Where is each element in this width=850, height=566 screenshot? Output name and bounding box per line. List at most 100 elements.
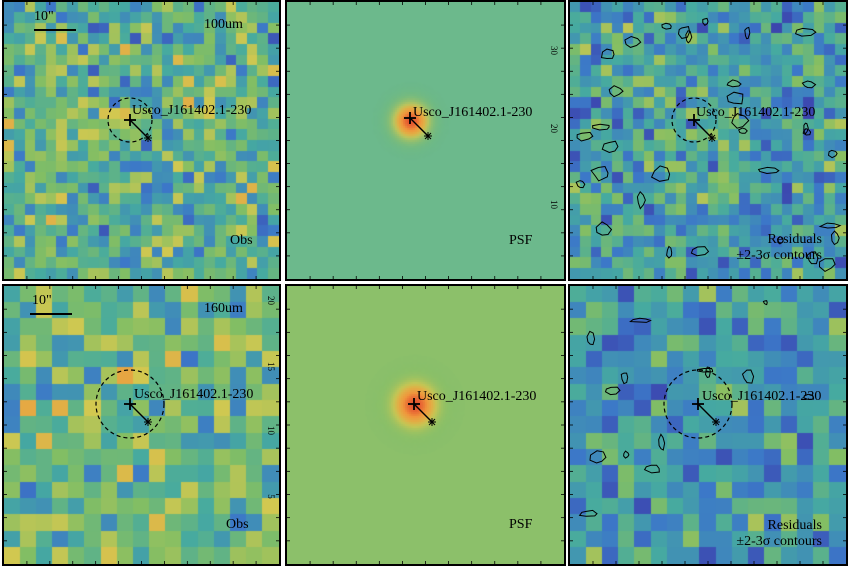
residual-contour [827,149,838,159]
source-name-label: Usco_J161402.1-230 [696,105,816,120]
obs-map-160um [4,286,279,564]
obs-label: Obs [230,233,253,248]
scale-bar-label: 10" [32,293,52,308]
residual-contour [601,140,619,154]
band-label-100um: 100um [204,17,243,32]
star-marker [712,418,720,426]
residual-contour [600,48,615,60]
residual-contour [704,366,711,379]
residual-contour [604,386,621,396]
residual-overlay-160um [570,286,846,564]
residual-panel-160um: Usco_J161402.1-230 Residuals ±2-3σ conto… [568,284,848,566]
residual-contour [803,393,815,400]
star-marker [428,418,436,426]
residual-contour [818,258,836,273]
residual-contour [658,433,666,451]
residual-contour [818,222,842,229]
residual-contour [741,369,755,384]
residual-contour [623,450,630,459]
psf-panel-160um: Usco_J161402.1-230 PSF [285,284,566,566]
star-marker [424,132,432,140]
residual-contour [690,246,710,257]
source-name-label: Usco_J161402.1-230 [134,387,254,402]
star-marker [144,418,152,426]
psf-map-160um [287,286,564,564]
aperture-circle [107,97,153,143]
psf-label: PSF [509,233,533,248]
residual-contour [776,235,784,245]
residual-contour [629,317,652,323]
residual-contour [794,27,817,37]
aperture-circle [95,369,165,439]
residual-contour [726,79,742,88]
obs-overlay-100um [4,2,279,279]
source-name-label: Usco_J161402.1-230 [417,389,537,404]
residual-contour [592,123,610,131]
residual-contour [803,122,809,136]
psf-overlay-160um [287,286,564,564]
star-marker [708,134,716,142]
psf-overlay-100um [287,2,564,279]
residual-contour [636,190,646,210]
star-marker [144,134,152,142]
residual-contour [589,450,607,464]
axis-tick-label: 20 [266,296,276,305]
residual-label-line1: Residuals [767,232,822,247]
residual-contour [624,35,642,48]
axis-tick-label: 10 [549,200,559,209]
residual-contour [762,300,768,306]
residual-panel-100um: Usco_J161402.1-230 Residuals ±2-3σ conto… [568,0,848,281]
axis-tick-label: 5 [265,494,276,499]
residual-contour [757,166,780,175]
residual-overlay-100um [570,2,846,279]
residual-contour [726,91,744,105]
residual-contour [702,17,709,26]
residual-contour [578,509,598,517]
residual-contour [744,26,751,40]
obs-panel-160um: 10" 160um Usco_J161402.1-230 Obs 20 15 1… [2,284,281,566]
residual-contour [595,221,613,236]
residual-contour [666,245,673,259]
residual-map-100um [570,2,846,279]
aperture-circle [671,97,717,143]
residual-contour [576,131,594,142]
residual-contour [801,80,817,89]
residual-contour [590,165,609,182]
residual-contour [738,127,748,134]
residual-contour [696,367,714,373]
source-name-label: Usco_J161402.1-230 [132,103,252,118]
aperture-circle [663,369,733,439]
residual-map-160um [570,286,846,564]
residual-contour [685,30,693,44]
residual-contour [650,165,671,182]
residual-contour [608,85,624,98]
obs-overlay-160um [4,286,279,564]
residual-contour [575,180,586,189]
residual-contour [643,464,660,474]
residual-contour [830,230,840,246]
axis-tick-label: 20 [549,124,559,133]
psf-map-100um [287,2,564,279]
residual-label-line1: Residuals [767,518,822,533]
residual-contour [806,251,819,265]
axis-tick-label: 10 [266,426,276,435]
obs-map-100um [4,2,279,279]
residual-contour [802,127,812,136]
residual-contour [661,22,672,30]
psf-panel-100um: Usco_J161402.1-230 PSF 30 20 10 [285,0,566,281]
residual-contour [677,26,691,39]
residual-label: Residuals ±2-3σ contours [736,518,822,550]
residual-label: Residuals ±2-3σ contours [736,232,822,264]
source-name-label: Usco_J161402.1-230 [413,105,533,120]
band-label-160um: 160um [204,301,243,316]
obs-label: Obs [226,517,249,532]
source-name-label: Usco_J161402.1-230 [702,389,822,404]
axis-tick-label: 30 [549,46,559,55]
psf-label: PSF [509,517,533,532]
residual-contour [731,113,750,129]
axis-tick-label: 15 [266,362,276,371]
scale-bar-label: 10" [34,9,54,24]
obs-panel-100um: 10" 100um Usco_J161402.1-230 Obs [2,0,281,281]
residual-contour [586,330,596,346]
residual-contour [620,372,629,385]
